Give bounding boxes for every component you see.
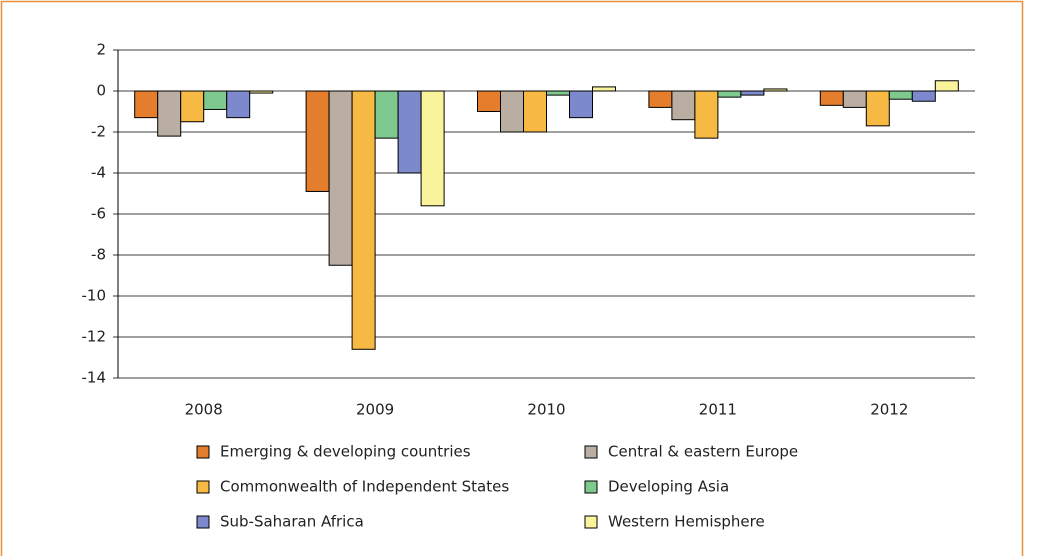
legend-label: Developing Asia (608, 478, 729, 496)
bar (671, 90, 696, 121)
y-tick-label: -6 (91, 205, 106, 223)
y-tick-label: -4 (91, 164, 106, 182)
bar (592, 86, 616, 92)
bar (911, 90, 936, 102)
x-tick-label: 2011 (699, 401, 737, 419)
legend-marker (584, 515, 598, 529)
legend-label: Sub-Saharan Africa (220, 513, 364, 531)
bar (420, 90, 445, 207)
bar (546, 90, 570, 96)
legend-label: Western Hemisphere (608, 513, 765, 531)
bar (569, 90, 593, 119)
legend-marker (196, 445, 210, 459)
legend-marker (196, 515, 210, 529)
legend-marker (196, 480, 210, 494)
bar (157, 90, 182, 137)
bar (717, 90, 742, 98)
bar (226, 90, 251, 119)
y-tick-label: -12 (82, 328, 107, 346)
x-tick-label: 2009 (356, 401, 394, 419)
bar (934, 80, 959, 92)
bar (842, 90, 867, 108)
x-tick-label: 2010 (527, 401, 565, 419)
bar (134, 90, 159, 119)
bar (819, 90, 844, 106)
y-tick-label: -2 (91, 123, 106, 141)
bar (203, 90, 228, 110)
bar (694, 90, 719, 139)
bar (740, 90, 765, 96)
bar (500, 90, 524, 133)
legend-label: Emerging & developing countries (220, 443, 471, 461)
bar (397, 90, 422, 174)
bar (648, 90, 673, 108)
legend-label: Commonwealth of Independent States (220, 478, 509, 496)
bar (865, 90, 890, 127)
y-tick-label: -8 (91, 246, 106, 264)
x-tick-label: 2012 (870, 401, 908, 419)
bar (477, 90, 501, 112)
legend-marker (584, 480, 598, 494)
bar (374, 90, 399, 139)
y-tick-label: -10 (82, 287, 107, 305)
legend-label: Central & eastern Europe (608, 443, 798, 461)
bar (888, 90, 913, 100)
x-tick-label: 2008 (185, 401, 223, 419)
y-tick-label: 0 (96, 82, 106, 100)
y-tick-label: -14 (82, 369, 107, 387)
bar (763, 88, 788, 92)
bar (351, 90, 376, 350)
bar (328, 90, 353, 266)
y-tick-label: 2 (96, 41, 106, 59)
bar (305, 90, 330, 192)
legend-marker (584, 445, 598, 459)
bar (180, 90, 205, 123)
bar (523, 90, 547, 133)
bar (249, 90, 274, 94)
